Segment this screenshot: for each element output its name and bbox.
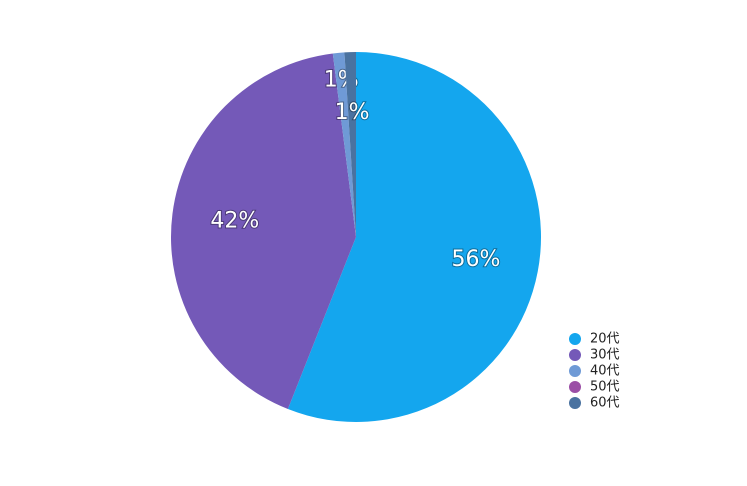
legend-swatch bbox=[569, 333, 581, 345]
legend-label: 50代 bbox=[590, 380, 620, 395]
pie-slice bbox=[287, 52, 541, 422]
pie-slice bbox=[344, 52, 356, 237]
legend-label: 60代 bbox=[590, 396, 620, 411]
legend-label: 30代 bbox=[590, 348, 620, 363]
pie-slice bbox=[171, 53, 356, 410]
value-label: 1% bbox=[335, 100, 370, 125]
legend-swatch bbox=[569, 349, 581, 361]
legend-label: 20代 bbox=[590, 332, 620, 347]
legend-swatch bbox=[569, 397, 581, 409]
legend-swatch bbox=[569, 381, 581, 393]
value-label: 42% bbox=[210, 209, 259, 234]
legend-swatch bbox=[569, 365, 581, 377]
value-label: 56% bbox=[451, 247, 500, 272]
legend-label: 40代 bbox=[590, 364, 620, 379]
pie-slice bbox=[332, 52, 356, 238]
